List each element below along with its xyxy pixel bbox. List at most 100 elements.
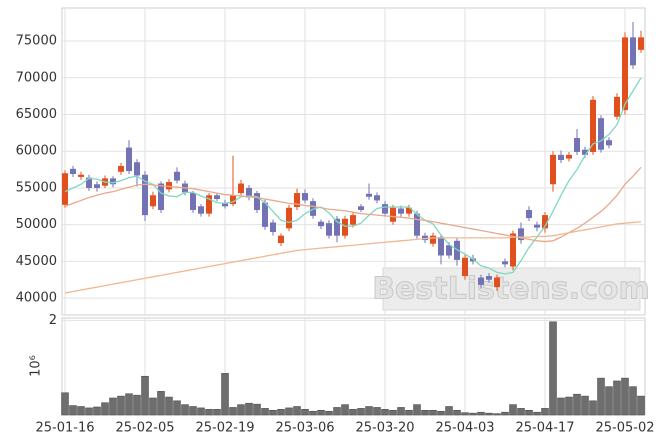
price-panel: [61, 7, 646, 316]
volume-bar: [469, 412, 477, 416]
candle-body: [494, 277, 500, 288]
moving-average: [64, 166, 642, 243]
volume-bar: [565, 396, 573, 416]
candle-body: [254, 193, 260, 210]
volume-bar: [109, 397, 117, 416]
volume-bar: [533, 411, 541, 416]
volume-bar: [237, 404, 245, 416]
y-axis-label: 10⁶: [29, 355, 44, 377]
volume-bar: [197, 407, 205, 416]
volume-bar: [165, 396, 173, 416]
candle-body: [166, 182, 172, 190]
volume-bar: [293, 406, 301, 416]
candle-body: [382, 204, 388, 214]
candle-body: [558, 154, 564, 161]
candle-body: [190, 193, 196, 210]
volume-bar: [333, 407, 341, 416]
candle-body: [614, 96, 620, 117]
x-tick-label: 25-02-19: [195, 421, 254, 436]
volume-bar: [181, 404, 189, 416]
candle-body: [342, 218, 348, 236]
candle-body: [390, 207, 396, 222]
volume-bar: [173, 400, 181, 416]
candle-body: [438, 237, 444, 256]
volume-bar: [597, 377, 605, 416]
candle-body: [526, 209, 532, 219]
x-tick-label: 25-02-05: [115, 421, 174, 436]
candle-body: [206, 195, 212, 214]
candle-body: [230, 195, 236, 205]
moving-average: [64, 221, 642, 294]
candle-body: [270, 222, 276, 233]
volume-bar: [437, 410, 445, 416]
candle-body: [86, 177, 92, 188]
candle-body: [422, 235, 428, 241]
volume-bar: [637, 395, 645, 416]
volume-bar: [453, 410, 461, 416]
volume-bar: [317, 410, 325, 416]
candle-body: [414, 213, 420, 236]
y-tick-label: 40000: [16, 291, 57, 306]
candle-body: [486, 276, 492, 280]
volume-bar: [325, 410, 333, 416]
volume-bar: [381, 409, 389, 416]
y-tick-label: 70000: [16, 70, 57, 85]
candle-body: [214, 195, 220, 199]
candle-body: [582, 149, 588, 155]
candle-body: [462, 257, 468, 277]
candle-body: [334, 218, 340, 236]
volume-bar: [285, 407, 293, 416]
volume-bar: [101, 402, 109, 416]
candle-body: [302, 193, 308, 201]
candle-body: [278, 235, 284, 244]
volume-bar: [365, 406, 373, 416]
volume-bar: [389, 410, 397, 416]
volume-bar: [85, 407, 93, 416]
candle-body: [78, 174, 84, 177]
candle-body: [174, 171, 180, 181]
candle-body: [550, 154, 556, 185]
candle-body: [294, 193, 300, 208]
volume-bar: [125, 393, 133, 416]
volume-bar: [221, 373, 229, 416]
candle-body: [566, 154, 572, 159]
volume-bar: [69, 405, 77, 416]
volume-bar: [229, 407, 237, 416]
candle-body: [286, 207, 292, 229]
volume-bar: [189, 406, 197, 416]
watermark-box: [382, 267, 641, 311]
volume-bar: [557, 397, 565, 416]
candle-body: [622, 37, 628, 111]
candle-body: [262, 202, 268, 227]
volume-bar: [629, 386, 637, 416]
volume-bar: [541, 408, 549, 416]
candle-body: [366, 193, 372, 197]
candle-body: [110, 178, 116, 185]
volume-bar: [301, 409, 309, 416]
volume-bar: [157, 391, 165, 416]
volume-bar: [477, 411, 485, 416]
volume-bar: [573, 393, 581, 416]
volume-bar: [93, 406, 101, 416]
candle-body: [158, 183, 164, 210]
volume-bar: [413, 404, 421, 416]
candle-body: [62, 173, 68, 205]
volume-bar: [445, 406, 453, 416]
volume-bar: [485, 412, 493, 416]
volume-bar: [461, 412, 469, 416]
volume-bar: [61, 392, 69, 416]
candle-body: [358, 206, 364, 210]
x-tick-label: 25-04-17: [515, 421, 574, 436]
volume-bar: [613, 380, 621, 416]
candle-body: [318, 221, 324, 227]
volume-bar: [517, 408, 525, 416]
candle-body: [598, 118, 604, 150]
y-tick-label: 55000: [16, 180, 57, 195]
candle-body: [142, 174, 148, 216]
volume-bar: [277, 409, 285, 416]
x-tick-label: 25-05-02: [595, 421, 654, 436]
candle-body: [446, 245, 452, 256]
x-tick-label: 25-03-06: [275, 421, 334, 436]
volume-bar: [621, 377, 629, 416]
